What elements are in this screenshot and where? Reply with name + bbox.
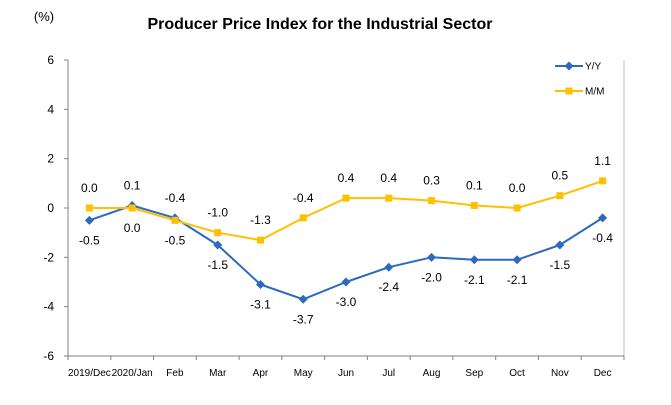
- mm-data-label: 0.0: [509, 181, 526, 195]
- mm-point: [171, 216, 179, 224]
- yy-point: [84, 215, 94, 225]
- mm-data-label: 0.3: [423, 174, 440, 188]
- mm-point: [385, 194, 393, 202]
- mm-data-label: 0.4: [338, 171, 355, 185]
- mm-point: [128, 204, 136, 212]
- x-tick-label: Feb: [166, 368, 184, 379]
- series-line-mm: [89, 179, 603, 242]
- yy-data-label: -1.5: [550, 258, 571, 272]
- yy-data-label: -2.1: [507, 273, 528, 287]
- x-tick-label: Nov: [551, 368, 569, 379]
- yy-point: [512, 255, 522, 265]
- yy-point: [598, 213, 608, 223]
- yy-data-label: -3.0: [336, 295, 357, 309]
- yy-point: [427, 252, 437, 262]
- y-axis-unit-label: (%): [34, 9, 54, 24]
- yy-point: [469, 255, 479, 265]
- yy-point: [298, 294, 308, 304]
- yy-data-label: -2.0: [421, 270, 442, 284]
- x-tick-label: Apr: [253, 368, 269, 379]
- yy-point: [255, 279, 265, 289]
- x-tick-label: 2020/Jan: [112, 368, 153, 379]
- legend-entry-mm: M/M: [555, 87, 604, 98]
- mm-point: [342, 194, 350, 202]
- legend-label-mm: M/M: [585, 87, 604, 98]
- data-labels: -0.5 0.1 -0.4 -1.5 -3.1 -3.7 -3.0 -2.4 -2.0 -2.1 -…: [79, 154, 613, 326]
- x-tick-label: Jun: [338, 368, 354, 379]
- mm-point: [214, 229, 222, 237]
- yy-data-label: -3.1: [250, 297, 271, 311]
- mm-data-label: -1.3: [250, 213, 271, 227]
- legend-marker-yy: [564, 61, 574, 71]
- yy-point: [213, 240, 223, 250]
- yy-data-label: -0.4: [165, 191, 186, 205]
- x-tick-label: Jul: [382, 368, 395, 379]
- mm-data-label: 0.4: [380, 171, 397, 185]
- legend-entry-yy: Y/Y: [555, 61, 601, 73]
- chart-title: Producer Price Index for the Industrial …: [148, 16, 493, 33]
- x-tick-label: Sep: [465, 368, 483, 379]
- y-tick-label: 4: [47, 102, 54, 116]
- yy-data-label: -0.4: [592, 231, 613, 245]
- x-tick-label: May: [294, 368, 313, 379]
- mm-point: [599, 177, 607, 185]
- y-tick-label: 6: [47, 53, 54, 67]
- legend-marker-mm: [565, 87, 573, 95]
- x-tick-label: 2019/Dec: [68, 368, 111, 379]
- mm-point: [428, 197, 436, 205]
- mm-point: [299, 214, 307, 222]
- y-tick-label: 0: [47, 201, 54, 215]
- mm-data-label: -0.5: [165, 233, 186, 247]
- yy-data-label: 0.1: [124, 179, 141, 193]
- mm-data-label: 0.0: [124, 221, 141, 235]
- x-tick-label: Aug: [423, 368, 441, 379]
- mm-data-label: 0.5: [552, 169, 569, 183]
- mm-point: [470, 202, 478, 210]
- mm-point: [513, 204, 521, 212]
- yy-data-label: -3.7: [293, 312, 314, 326]
- x-tick-label: Mar: [209, 368, 227, 379]
- y-tick-label: -6: [43, 349, 54, 363]
- yy-data-label: -2.4: [378, 280, 399, 294]
- mm-point: [256, 236, 264, 244]
- mm-data-label: 0.0: [81, 181, 98, 195]
- y-tick-label: 2: [47, 152, 54, 166]
- x-tick-label: Oct: [509, 368, 525, 379]
- yy-data-label: -0.5: [79, 233, 100, 247]
- yy-data-label: -1.5: [207, 258, 228, 272]
- mm-point: [556, 192, 564, 200]
- mm-data-label: 1.1: [594, 154, 611, 168]
- yy-point: [555, 240, 565, 250]
- mm-point: [85, 204, 93, 212]
- legend-label-yy: Y/Y: [585, 62, 601, 73]
- mm-data-label: -1.0: [207, 206, 228, 220]
- axes: 6 4 2 0 -2 -4 -6 2019/Dec 2020/Jan Feb Mar Apr May Ju…: [43, 53, 625, 379]
- yy-point: [384, 262, 394, 272]
- yy-point: [341, 277, 351, 287]
- y-tick-label: -2: [43, 250, 54, 264]
- mm-data-label: 0.1: [466, 179, 483, 193]
- yy-data-label: -2.1: [464, 273, 485, 287]
- series-markers: [84, 177, 608, 304]
- mm-data-label: -0.4: [293, 191, 314, 205]
- y-tick-label: -4: [43, 300, 54, 314]
- x-tick-label: Dec: [594, 368, 612, 379]
- legend: Y/Y M/M: [555, 61, 604, 98]
